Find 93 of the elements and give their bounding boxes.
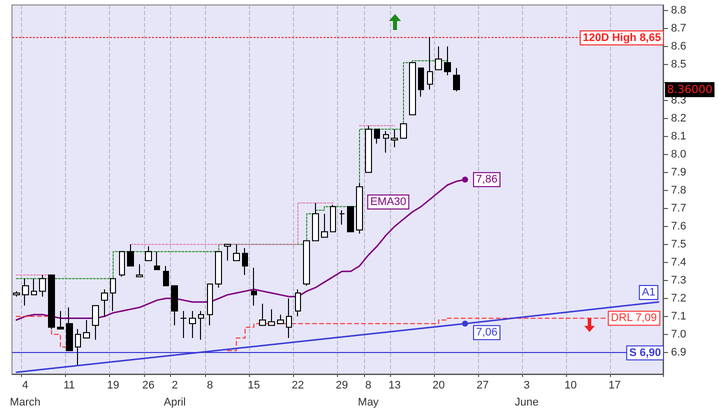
candlestick (356, 182, 363, 234)
candlestick (268, 308, 275, 326)
y-tick-label: 7.2 (671, 292, 686, 304)
candlestick (233, 244, 240, 262)
y-tick-label: 8.8 (671, 4, 686, 16)
candlestick (251, 267, 257, 306)
y-tick-label: 7.1 (671, 310, 686, 322)
x-tick-label: 17 (608, 380, 621, 392)
candlestick (365, 125, 372, 173)
x-tick-label: 29 (336, 380, 348, 392)
candlestick (339, 210, 345, 226)
x-tick-label: 27 (476, 380, 489, 392)
candlestick (163, 266, 169, 286)
x-tick-label: 13 (388, 380, 401, 392)
y-tick-label: 8.7 (671, 22, 686, 34)
ref-line-label: S 6,90 (629, 346, 661, 359)
y-tick-label: 8.2 (671, 112, 686, 124)
candlestick (400, 123, 407, 139)
candlestick (127, 244, 134, 266)
series-label: EMA30 (370, 196, 406, 208)
candlestick (453, 68, 460, 92)
y-tick-label: 7.7 (671, 202, 686, 214)
candlestick (286, 298, 292, 338)
candlestick (136, 264, 143, 278)
x-tick-label: 20 (432, 380, 445, 392)
y-tick-label: 7.5 (671, 238, 686, 250)
candlestick (259, 303, 266, 326)
x-tick-label: 4 March (10, 380, 40, 408)
candlestick (427, 36, 433, 90)
y-tick-label: 7.9 (671, 166, 686, 178)
x-tick-label: 8 (206, 380, 213, 392)
candlestick (391, 128, 398, 148)
candlestick (312, 202, 319, 242)
candlestick (374, 128, 380, 144)
x-tick-label: 2 April (164, 380, 186, 408)
text: 8.36000 (667, 83, 712, 96)
candlestick (48, 274, 55, 330)
x-tick-label: 26 (142, 380, 154, 392)
candlestick (189, 310, 196, 338)
candlestick (13, 290, 20, 298)
y-tick-label: 7.4 (671, 256, 686, 268)
x-tick-label: 19 (107, 380, 120, 392)
candlestick (110, 278, 116, 312)
candlestick (154, 251, 160, 270)
x-tick-label: 22 (292, 380, 304, 392)
candlestick (215, 251, 222, 288)
y-tick-label: 8.1 (671, 130, 686, 142)
candlestick (39, 274, 46, 298)
data-label: 7,86 (476, 174, 498, 186)
x-tick-label: 11 (63, 380, 75, 392)
candlestick (444, 46, 451, 76)
candlestick (242, 248, 248, 276)
candlestick (224, 244, 231, 262)
candlestick (277, 314, 284, 324)
series-label: A1 (642, 286, 656, 298)
ref-line-label: 120D High 8,65 (582, 32, 661, 44)
y-tick-label: 7.6 (671, 220, 686, 232)
candlestick (66, 306, 73, 352)
candlestick (435, 46, 442, 70)
candlestick (321, 213, 328, 238)
candlestick (101, 288, 108, 317)
candlestick (409, 62, 416, 116)
y-tick-label: 8.5 (671, 58, 686, 70)
candlestick (145, 246, 152, 262)
candlestick (83, 320, 90, 338)
candlestick (57, 310, 64, 330)
candlestick (75, 328, 81, 366)
candlestick (418, 68, 424, 98)
y-tick-label: 8.0 (671, 148, 686, 160)
x-tick-label: 15 (248, 380, 260, 392)
x-tick-label: 8 May (358, 380, 380, 408)
y-tick-label: 7.8 (671, 184, 686, 196)
candlestick (22, 278, 29, 306)
candlestick (295, 288, 301, 317)
candlestick (207, 284, 213, 326)
candlestick (92, 305, 99, 340)
y-tick-label: 7.0 (671, 328, 686, 340)
x-tick-label: 3 June (514, 380, 539, 408)
y-tick-label: 8.6 (671, 40, 686, 52)
candlestick (171, 285, 178, 326)
candlestick (303, 240, 310, 286)
candlestick (119, 251, 125, 278)
y-tick-label: 7.3 (671, 274, 686, 286)
candlestick (198, 310, 204, 340)
data-label: 7,06 (476, 326, 498, 339)
candlestick (31, 278, 37, 296)
y-tick-label: 6.9 (671, 346, 686, 358)
candlestick (347, 206, 354, 232)
candlestick (330, 204, 336, 232)
x-tick-label: 10 (564, 380, 577, 392)
candlestick (180, 310, 187, 338)
candlestick (383, 130, 389, 154)
series-label: DRL 7,09 (610, 312, 657, 324)
